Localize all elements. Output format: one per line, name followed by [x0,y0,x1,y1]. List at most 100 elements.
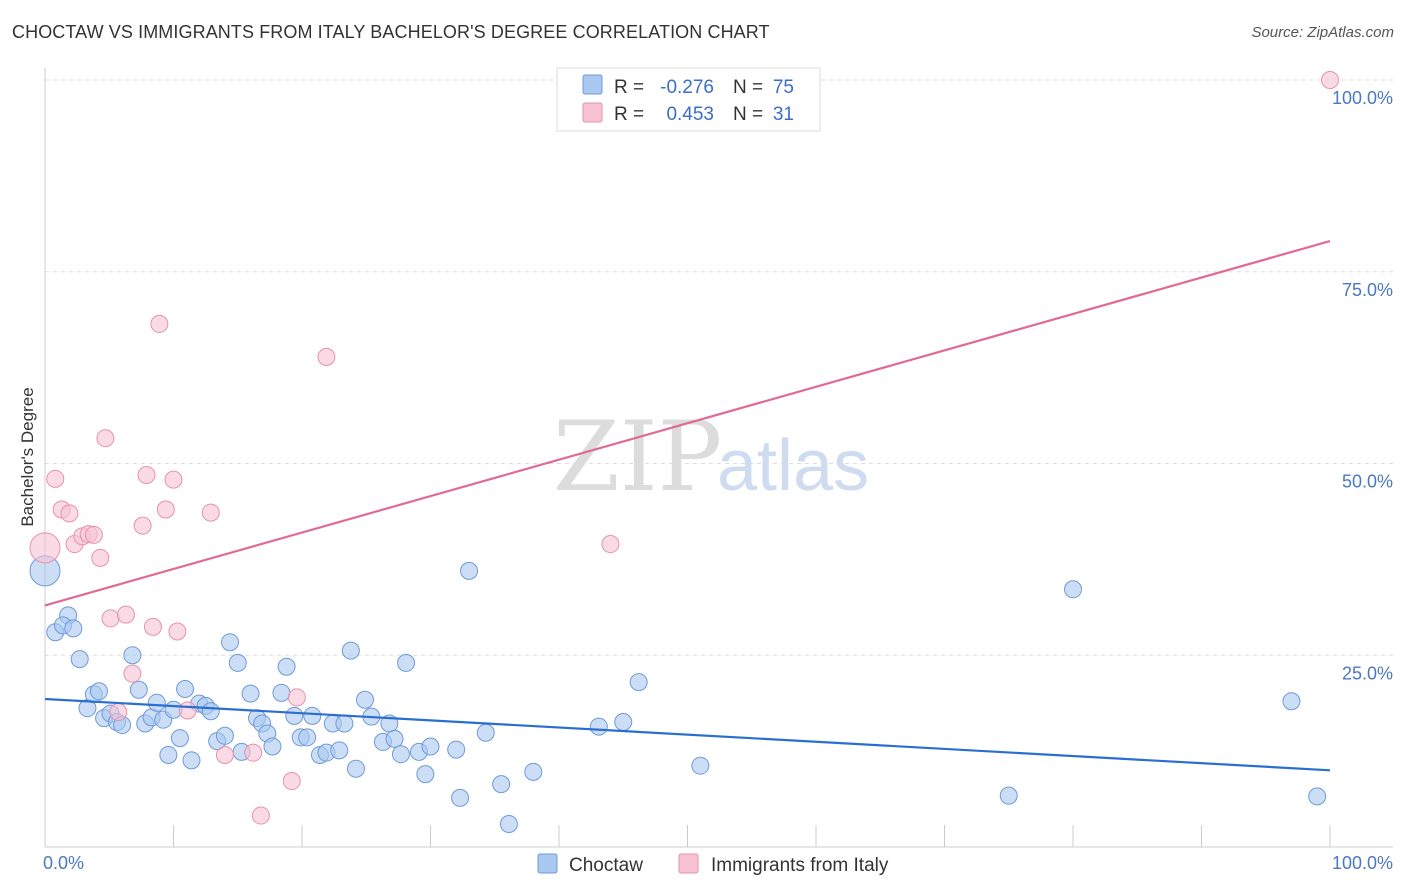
watermark-zip: ZIP [553,401,722,513]
point-choctaw-47 [335,714,354,733]
y-tick-label-25: 25.0% [1342,663,1393,683]
point-choctaw-46 [330,741,349,760]
point-choctaw-38 [277,657,296,676]
point-choctaw-4 [64,619,83,638]
point-choctaw-70 [691,756,710,775]
point-italy-1 [46,469,65,488]
trend-line-choctaw [44,697,1331,772]
point-choctaw-54 [385,729,404,748]
point-choctaw-23 [182,751,201,770]
point-italy-19 [164,470,183,489]
point-choctaw-26 [201,702,220,721]
point-italy-27 [287,688,306,707]
point-italy-9 [96,429,115,448]
trend-line-italy [44,240,1331,607]
point-choctaw-65 [499,814,518,833]
point-italy-16 [143,617,162,636]
point-italy-8 [91,548,110,567]
point-italy-10 [101,609,120,628]
point-choctaw-8 [89,682,108,701]
point-choctaw-13 [123,646,142,665]
point-choctaw-17 [147,693,166,712]
legend-swatch-choctaw [582,74,603,95]
legend-r-value-italy: 0.453 [666,104,714,125]
point-choctaw-73 [1282,692,1301,711]
y-tick-label-50: 50.0% [1342,472,1393,492]
point-choctaw-50 [355,690,374,709]
watermark-atlas: atlas [717,426,869,506]
watermark: ZIP atlas [553,401,869,513]
point-choctaw-72 [1064,580,1082,599]
point-italy-7 [84,525,103,544]
y-tick-label-75: 75.0% [1342,280,1393,300]
legend-n-value-italy: 31 [773,104,794,125]
point-choctaw-30 [228,653,247,672]
point-italy-22 [201,503,220,522]
point-choctaw-67 [589,717,608,736]
point-italy-13 [123,664,142,683]
legend-n-label-italy: N = [733,104,763,125]
point-choctaw-60 [447,740,466,759]
x-tick-label-min: 0.0% [43,853,84,873]
point-choctaw-19 [159,745,178,764]
point-choctaw-39 [285,706,304,725]
point-choctaw-5 [70,650,89,669]
point-choctaw-41 [298,728,317,747]
legend-n-value-choctaw: 75 [773,77,794,98]
point-choctaw-32 [241,684,260,703]
series-legend: Choctaw Immigrants from Italy [537,853,889,876]
chart-source: Source: ZipAtlas.com [1251,24,1394,41]
point-choctaw-56 [397,653,416,672]
point-italy-12 [116,605,135,624]
point-choctaw-21 [170,729,189,748]
point-choctaw-71 [999,786,1018,805]
point-choctaw-74 [1308,787,1327,806]
point-choctaw-48 [341,641,360,660]
point-italy-26 [282,772,301,791]
point-italy-30 [1321,71,1339,89]
point-choctaw-22 [176,679,195,698]
point-choctaw-55 [391,745,410,764]
y-tick-labels: 25.0% 50.0% 75.0% 100.0% [1332,88,1393,683]
point-choctaw-28 [215,726,234,745]
point-italy-23 [215,745,234,764]
point-choctaw-36 [263,737,282,756]
point-choctaw-62 [460,561,479,580]
point-choctaw-59 [421,737,440,756]
gridlines [45,79,1393,656]
legend-swatch-italy-bottom [678,853,699,874]
point-italy-11 [109,703,128,722]
point-italy-18 [156,500,175,519]
point-italy-20 [168,622,187,641]
point-choctaw-42 [303,706,322,725]
point-choctaw-61 [451,788,470,807]
point-italy-21 [178,701,197,720]
legend-label-italy: Immigrants from Italy [711,855,889,876]
point-italy-0 [29,532,61,564]
point-italy-3 [60,504,79,523]
point-italy-17 [150,314,169,333]
point-italy-14 [133,516,152,535]
point-choctaw-69 [629,673,648,692]
legend-r-label-italy: R = [614,104,644,125]
legend-n-label-choctaw: N = [733,77,763,98]
point-choctaw-29 [221,633,240,652]
x-tick-label-max: 100.0% [1332,853,1393,873]
point-italy-24 [244,743,263,762]
point-choctaw-58 [416,765,435,784]
point-choctaw-14 [129,680,148,699]
legend-swatch-italy [582,102,603,123]
point-italy-25 [251,806,270,825]
point-italy-29 [601,535,620,554]
x-tick-labels: 0.0% 100.0% [43,853,1393,873]
stats-legend: R = -0.276 N = 75 R = 0.453 N = 31 [556,67,821,132]
chart-title: CHOCTAW VS IMMIGRANTS FROM ITALY BACHELO… [12,22,770,42]
legend-label-choctaw: Choctaw [569,855,643,876]
point-choctaw-49 [346,759,365,778]
point-italy-15 [137,466,156,485]
y-tick-label-100: 100.0% [1332,88,1393,108]
legend-swatch-choctaw-bottom [537,853,558,874]
point-choctaw-68 [614,712,633,731]
